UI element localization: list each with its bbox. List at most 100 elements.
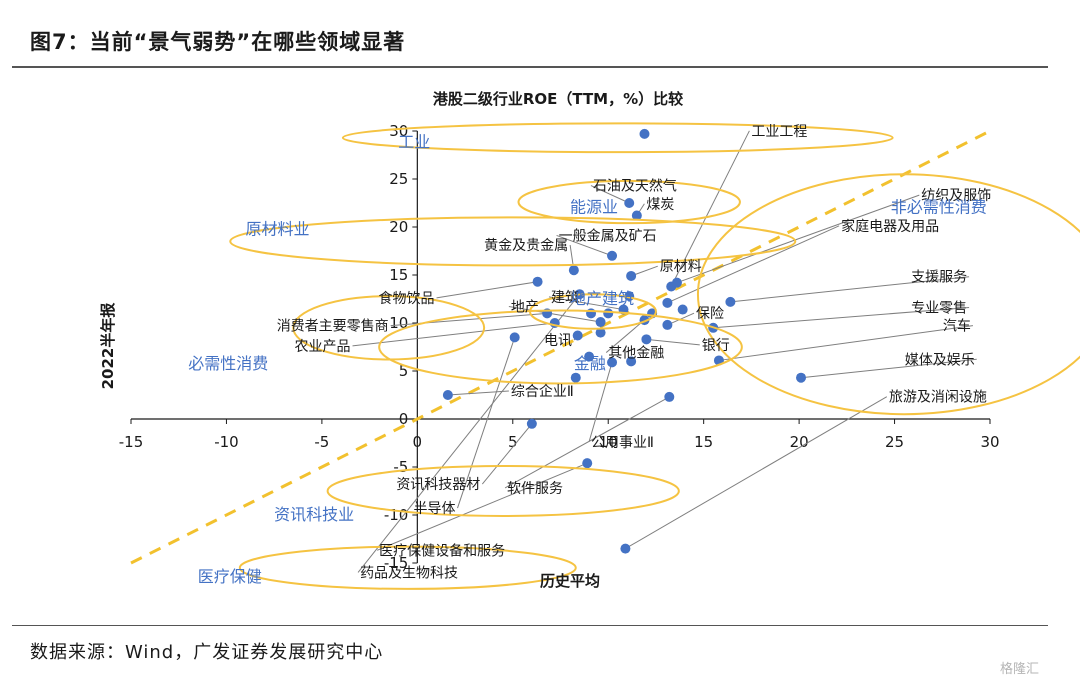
- group-label: 必需性消费: [188, 354, 268, 373]
- y-tick-label: 15: [389, 266, 408, 284]
- point-label: 石油及天然气: [593, 178, 677, 195]
- data-point: [595, 317, 606, 328]
- point-label: 家庭电器及用品: [841, 218, 939, 235]
- point-label: 资讯科技器材: [396, 477, 480, 493]
- point-label: 一般金属及矿石: [559, 228, 657, 244]
- point-label: 汽车: [943, 318, 971, 335]
- data-point: [620, 543, 631, 554]
- point-label: 电讯: [544, 333, 572, 349]
- y-tick-label: 5: [399, 362, 409, 380]
- x-tick-label: -10: [214, 433, 239, 451]
- y-axis-label: 2022半年报: [99, 303, 117, 390]
- data-point: [626, 356, 637, 367]
- leader-line: [504, 396, 670, 489]
- group-label: 能源业: [570, 198, 618, 217]
- data-point: [664, 391, 675, 402]
- leader-line: [548, 296, 624, 311]
- point-label: 专业零售: [911, 300, 967, 316]
- point-label: 煤炭: [646, 197, 674, 213]
- data-point: [595, 327, 606, 338]
- leader-line: [376, 462, 588, 551]
- x-tick-label: 0: [413, 433, 423, 451]
- leader-line: [713, 306, 970, 329]
- leader-line: [588, 362, 613, 442]
- point-label: 工业工程: [751, 124, 807, 140]
- leader-line: [481, 423, 533, 485]
- chart-title: 港股二级行业ROE（TTM，%）比较: [433, 90, 683, 108]
- data-point: [582, 458, 593, 469]
- figure-title: 图7：当前“景气弱势”在哪些领域显著: [30, 30, 406, 54]
- point-label: 保险: [696, 306, 724, 322]
- group-label: 原材料业: [246, 220, 310, 239]
- point-label: 媒体及娱乐: [905, 352, 975, 368]
- y-tick-label: -5: [393, 458, 408, 476]
- leader-line: [352, 322, 555, 347]
- point-label: 药品及生物科技: [360, 565, 458, 581]
- point-label: 综合企业Ⅱ: [511, 383, 574, 400]
- point-label: 消费者主要零售商: [277, 319, 389, 335]
- group-label: 工业: [398, 132, 430, 151]
- data-point: [607, 357, 618, 368]
- y-tick-label: 20: [389, 218, 408, 236]
- leader-line: [646, 338, 700, 346]
- data-point: [662, 297, 673, 308]
- group-ellipse: [229, 216, 797, 267]
- data-point: [584, 351, 595, 362]
- y-tick-label: 30: [389, 122, 408, 140]
- x-tick-label: 20: [790, 433, 809, 451]
- data-point: [532, 276, 543, 287]
- leader-line: [357, 293, 580, 573]
- data-point: [624, 198, 635, 208]
- source-note: 数据来源：Wind，广发证券发展研究中心: [30, 642, 384, 663]
- group-ellipse: [326, 465, 680, 517]
- data-point: [442, 390, 453, 400]
- leader-line: [590, 185, 630, 204]
- data-point: [509, 332, 520, 343]
- leader-line: [718, 325, 973, 361]
- point-label: 农业产品: [295, 339, 351, 355]
- point-label: 纺织及服饰: [921, 188, 991, 204]
- group-label: 地产建筑: [570, 289, 634, 308]
- top-rule: [12, 66, 1048, 68]
- x-axis-label: 历史平均: [540, 572, 600, 590]
- leader-line: [730, 276, 970, 303]
- bottom-rule: [12, 625, 1048, 626]
- point-label: 银行: [702, 338, 730, 354]
- leader-line: [436, 281, 538, 299]
- x-tick-label: 10: [599, 433, 618, 451]
- leader-line: [676, 194, 920, 284]
- group-label: 金融: [574, 354, 606, 373]
- y-tick-label: 0: [399, 410, 409, 428]
- point-label: 半导体: [414, 501, 456, 517]
- data-point: [603, 308, 614, 319]
- point-label: 黄金及贵金属: [484, 237, 568, 254]
- data-point: [641, 334, 652, 345]
- data-point: [607, 250, 618, 261]
- scatter-chart: 港股二级行业ROE（TTM，%）比较 -15 -10 -5 0 5 10 15 20 25 30 -…: [99, 90, 1080, 590]
- point-label: 旅游及消闲设施: [889, 390, 987, 406]
- watermark-logo: 格隆汇: [1000, 662, 1040, 677]
- group-label: 医疗保健: [198, 567, 262, 586]
- x-tick-label: 25: [885, 433, 904, 451]
- point-label: 支援服务: [911, 270, 967, 286]
- y-tick-label: -15: [384, 554, 409, 572]
- data-point: [626, 270, 637, 281]
- leader-line: [800, 358, 977, 379]
- data-point: [725, 296, 736, 307]
- point-label: 地产: [511, 299, 539, 315]
- group-ellipse: [378, 309, 743, 385]
- point-label: 建筑: [551, 290, 579, 306]
- point-label: 食物饮品: [379, 290, 435, 307]
- legend-marker: [639, 128, 650, 139]
- point-label: 软件服务: [507, 481, 563, 497]
- leader-line: [508, 305, 601, 323]
- y-tick-label: -10: [384, 506, 409, 524]
- point-label: 其他金融: [608, 346, 664, 362]
- point-label: 公用事业Ⅱ: [591, 435, 654, 451]
- data-point: [570, 372, 581, 383]
- leader-line: [625, 396, 888, 550]
- group-ellipse: [517, 179, 741, 225]
- data-point: [572, 330, 583, 341]
- data-point: [526, 418, 537, 429]
- leader-line: [667, 225, 840, 304]
